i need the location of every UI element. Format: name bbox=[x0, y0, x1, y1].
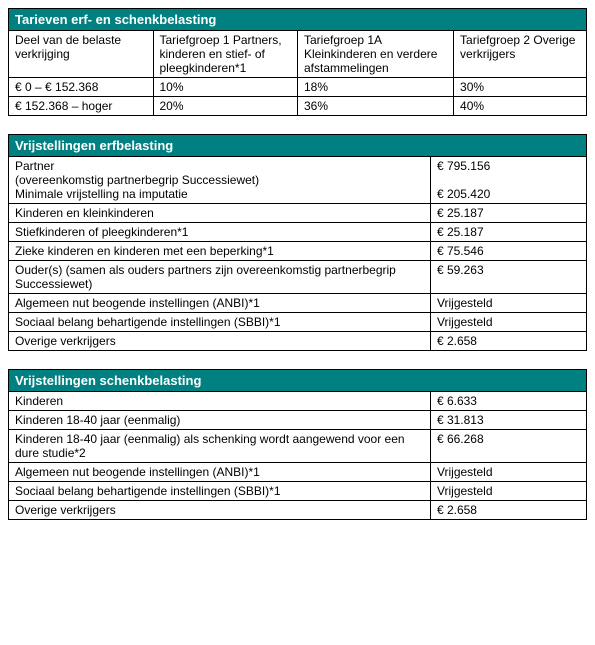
cell: Partner(overeenkomstig partnerbegrip Suc… bbox=[9, 157, 431, 204]
cell: 18% bbox=[298, 78, 454, 97]
cell: € 2.658 bbox=[430, 332, 586, 351]
table-row: € 0 – € 152.368 10% 18% 30% bbox=[9, 78, 587, 97]
cell: Vrijgesteld bbox=[430, 463, 586, 482]
table-row: Sociaal belang behartigende instellingen… bbox=[9, 482, 587, 501]
table-row: Algemeen nut beogende instellingen (ANBI… bbox=[9, 294, 587, 313]
cell: Algemeen nut beogende instellingen (ANBI… bbox=[9, 463, 431, 482]
table-row: Overige verkrijgers€ 2.658 bbox=[9, 332, 587, 351]
cell: Sociaal belang behartigende instellingen… bbox=[9, 482, 431, 501]
cell: € 66.268 bbox=[430, 430, 586, 463]
table-row: Algemeen nut beogende instellingen (ANBI… bbox=[9, 463, 587, 482]
vrijstellingen-erf-title: Vrijstellingen erfbelasting bbox=[9, 135, 587, 157]
cell: Vrijgesteld bbox=[430, 482, 586, 501]
cell: 30% bbox=[454, 78, 587, 97]
tarieven-header-row: Deel van de belaste verkrijging Tariefgr… bbox=[9, 31, 587, 78]
table-row: € 152.368 – hoger 20% 36% 40% bbox=[9, 97, 587, 116]
cell: 40% bbox=[454, 97, 587, 116]
cell: Stiefkinderen of pleegkinderen*1 bbox=[9, 223, 431, 242]
cell: € 2.658 bbox=[430, 501, 586, 520]
vrijstellingen-erf-table: Vrijstellingen erfbelasting Partner(over… bbox=[8, 134, 587, 351]
cell: Sociaal belang behartigende instellingen… bbox=[9, 313, 431, 332]
cell: Vrijgesteld bbox=[430, 313, 586, 332]
cell: Ouder(s) (samen als ouders partners zijn… bbox=[9, 261, 431, 294]
vrijstellingen-schenk-title: Vrijstellingen schenkbelasting bbox=[9, 370, 587, 392]
cell: € 75.546 bbox=[430, 242, 586, 261]
cell: € 25.187 bbox=[430, 223, 586, 242]
tarieven-table: Tarieven erf- en schenkbelasting Deel va… bbox=[8, 8, 587, 116]
cell: Kinderen 18-40 jaar (eenmalig) bbox=[9, 411, 431, 430]
table-row: Overige verkrijgers€ 2.658 bbox=[9, 501, 587, 520]
cell: Kinderen bbox=[9, 392, 431, 411]
cell: € 31.813 bbox=[430, 411, 586, 430]
table-row: Sociaal belang behartigende instellingen… bbox=[9, 313, 587, 332]
table-row: Zieke kinderen en kinderen met een beper… bbox=[9, 242, 587, 261]
vrijstellingen-schenk-table: Vrijstellingen schenkbelasting Kinderen€… bbox=[8, 369, 587, 520]
cell: € 795.156 € 205.420 bbox=[430, 157, 586, 204]
cell: € 152.368 – hoger bbox=[9, 97, 154, 116]
tarieven-header-2: Tariefgroep 1A Kleinkinderen en verdere … bbox=[298, 31, 454, 78]
cell: Kinderen 18-40 jaar (eenmalig) als schen… bbox=[9, 430, 431, 463]
tarieven-header-3: Tariefgroep 2 Overige verkrijgers bbox=[454, 31, 587, 78]
cell: Kinderen en kleinkinderen bbox=[9, 204, 431, 223]
table-row: Ouder(s) (samen als ouders partners zijn… bbox=[9, 261, 587, 294]
cell: 20% bbox=[153, 97, 298, 116]
table-row: Kinderen 18-40 jaar (eenmalig) als schen… bbox=[9, 430, 587, 463]
cell: 36% bbox=[298, 97, 454, 116]
cell: Overige verkrijgers bbox=[9, 501, 431, 520]
cell: € 6.633 bbox=[430, 392, 586, 411]
tarieven-header-1: Tariefgroep 1 Partners, kinderen en stie… bbox=[153, 31, 298, 78]
cell: Vrijgesteld bbox=[430, 294, 586, 313]
cell: € 59.263 bbox=[430, 261, 586, 294]
table-row: Kinderen€ 6.633 bbox=[9, 392, 587, 411]
table-row: Kinderen en kleinkinderen€ 25.187 bbox=[9, 204, 587, 223]
cell: € 0 – € 152.368 bbox=[9, 78, 154, 97]
tarieven-header-0: Deel van de belaste verkrijging bbox=[9, 31, 154, 78]
table-row: Kinderen 18-40 jaar (eenmalig)€ 31.813 bbox=[9, 411, 587, 430]
cell: € 25.187 bbox=[430, 204, 586, 223]
cell: Overige verkrijgers bbox=[9, 332, 431, 351]
cell: Algemeen nut beogende instellingen (ANBI… bbox=[9, 294, 431, 313]
cell: Zieke kinderen en kinderen met een beper… bbox=[9, 242, 431, 261]
cell: 10% bbox=[153, 78, 298, 97]
tarieven-title: Tarieven erf- en schenkbelasting bbox=[9, 9, 587, 31]
table-row: Partner(overeenkomstig partnerbegrip Suc… bbox=[9, 157, 587, 204]
table-row: Stiefkinderen of pleegkinderen*1€ 25.187 bbox=[9, 223, 587, 242]
